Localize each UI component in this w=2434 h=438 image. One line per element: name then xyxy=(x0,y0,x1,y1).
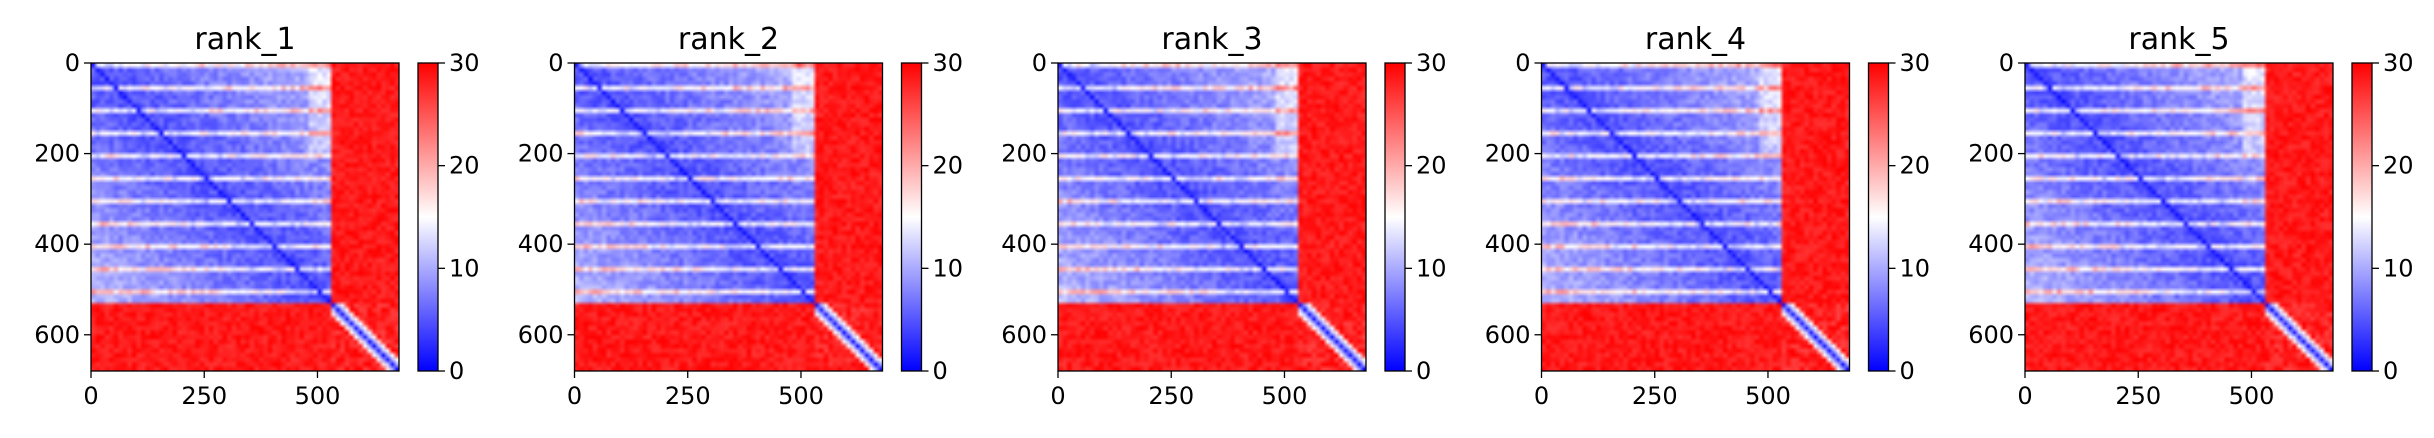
heatmap-image xyxy=(1058,63,1366,371)
y-tick-label: 200 xyxy=(518,140,564,168)
panel-rank_3: rank_3 0 250 500 0 200 400 600 0 10 20 30 xyxy=(1001,22,1446,410)
x-tick-label: 250 xyxy=(2115,382,2161,410)
heatmap-image xyxy=(1541,63,1850,371)
chart-title: rank_3 xyxy=(1161,22,1262,57)
colorbar-tick-label: 30 xyxy=(449,49,480,77)
y-tick-label: 400 xyxy=(1485,230,1531,258)
y-tick-label: 600 xyxy=(1968,321,2014,349)
x-tick-label: 250 xyxy=(1148,382,1194,410)
y-tick-label: 0 xyxy=(548,49,563,77)
colorbar-tick-label: 30 xyxy=(1900,49,1931,77)
colorbar-tick-label: 10 xyxy=(449,254,480,282)
y-tick-label: 0 xyxy=(65,49,80,77)
y-tick-label: 200 xyxy=(1968,140,2014,168)
panel-rank_2: rank_2 0 250 500 0 200 400 600 0 10 20 30 xyxy=(518,22,963,410)
colorbar-tick-label: 20 xyxy=(1416,152,1447,180)
heatmap-image xyxy=(2025,63,2333,371)
colorbar xyxy=(1867,62,1890,372)
colorbar xyxy=(417,62,439,372)
heatmap-image xyxy=(574,63,883,371)
x-tick-label: 250 xyxy=(665,382,711,410)
y-tick-label: 400 xyxy=(34,230,80,258)
axes-frame xyxy=(573,62,884,372)
y-tick-label: 600 xyxy=(518,321,564,349)
colorbar xyxy=(1384,62,1406,372)
x-tick-label: 250 xyxy=(1632,382,1678,410)
y-tick-label: 400 xyxy=(1001,230,1047,258)
axes-frame xyxy=(90,62,400,372)
y-tick-label: 600 xyxy=(1485,321,1531,349)
colorbar-tick-label: 10 xyxy=(1900,254,1931,282)
y-tick-label: 0 xyxy=(1032,49,1047,77)
y-tick-label: 0 xyxy=(1999,49,2014,77)
x-tick-label: 500 xyxy=(1262,382,1308,410)
colorbar-tick-label: 10 xyxy=(1416,254,1447,282)
colorbar xyxy=(900,62,923,372)
axes-frame xyxy=(1540,62,1851,372)
colorbar-tick-label: 20 xyxy=(1900,152,1931,180)
panel-rank_1: rank_1 0 250 500 0 200 400 600 0 10 20 30 xyxy=(34,22,479,410)
panel-rank_4: rank_4 0 250 500 0 200 400 600 0 10 20 30 xyxy=(1485,22,1930,410)
colorbar-tick-label: 0 xyxy=(449,357,464,385)
x-tick-label: 0 xyxy=(567,382,582,410)
x-tick-label: 500 xyxy=(295,382,341,410)
axes-frame xyxy=(2024,62,2334,372)
x-tick-label: 0 xyxy=(2017,382,2032,410)
y-tick-label: 200 xyxy=(1485,140,1531,168)
colorbar-tick-label: 20 xyxy=(933,152,964,180)
colorbar-tick-label: 0 xyxy=(2383,357,2398,385)
colorbar-tick-label: 20 xyxy=(449,152,480,180)
x-tick-label: 0 xyxy=(83,382,98,410)
y-tick-label: 400 xyxy=(1968,230,2014,258)
heatmap-image xyxy=(91,63,399,371)
colorbar-tick-label: 0 xyxy=(933,357,948,385)
chart-title: rank_1 xyxy=(194,22,295,57)
x-tick-label: 250 xyxy=(181,382,227,410)
x-tick-label: 500 xyxy=(778,382,824,410)
colorbar-tick-label: 0 xyxy=(1416,357,1431,385)
x-tick-label: 500 xyxy=(1745,382,1791,410)
x-tick-label: 0 xyxy=(1050,382,1065,410)
colorbar-tick-label: 10 xyxy=(2383,254,2414,282)
colorbar-tick-label: 0 xyxy=(1900,357,1915,385)
y-tick-label: 600 xyxy=(34,321,80,349)
y-tick-label: 600 xyxy=(1001,321,1047,349)
y-tick-label: 200 xyxy=(34,140,80,168)
colorbar-tick-label: 30 xyxy=(2383,49,2414,77)
y-tick-label: 0 xyxy=(1515,49,1530,77)
colorbar-tick-label: 10 xyxy=(933,254,964,282)
chart-title: rank_4 xyxy=(1645,22,1746,57)
y-tick-label: 200 xyxy=(1001,140,1047,168)
axes-frame xyxy=(1057,62,1367,372)
panel-rank_5: rank_5 0 250 500 0 200 400 600 0 10 20 30 xyxy=(1968,22,2413,410)
colorbar-tick-label: 30 xyxy=(1416,49,1447,77)
colorbar-tick-label: 20 xyxy=(2383,152,2414,180)
y-tick-label: 400 xyxy=(518,230,564,258)
x-tick-label: 500 xyxy=(2229,382,2275,410)
colorbar-tick-label: 30 xyxy=(933,49,964,77)
chart-title: rank_2 xyxy=(678,22,779,57)
colorbar xyxy=(2351,62,2373,372)
x-tick-label: 0 xyxy=(1534,382,1549,410)
chart-title: rank_5 xyxy=(2128,22,2229,57)
